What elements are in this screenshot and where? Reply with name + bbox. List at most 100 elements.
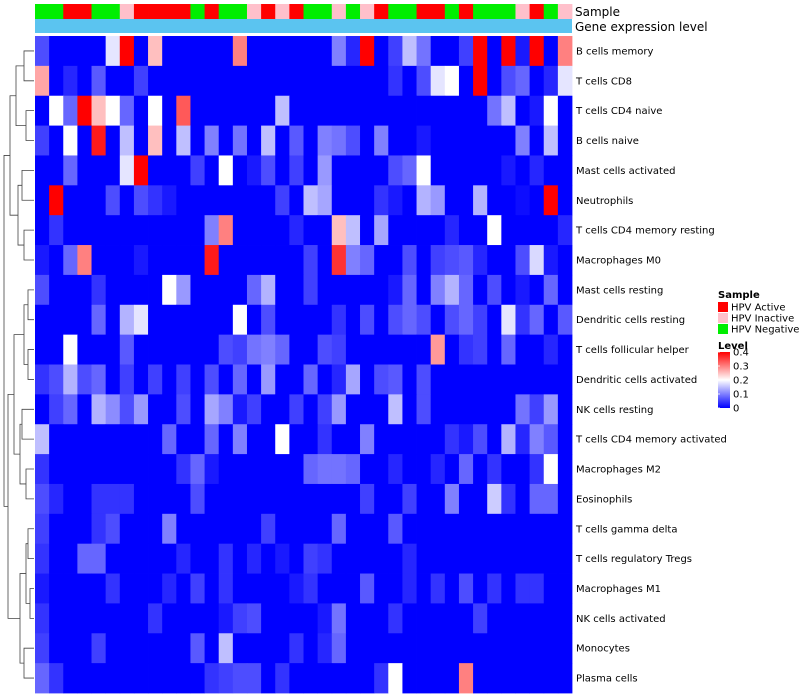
- heatmap-cell: [275, 245, 290, 276]
- heatmap-cell: [557, 513, 573, 545]
- heatmap-cell: [275, 424, 290, 455]
- row-label: Monocytes: [576, 644, 630, 655]
- heatmap-cell: [35, 125, 50, 156]
- heatmap-cell: [289, 215, 304, 246]
- heatmap-cell: [91, 125, 107, 156]
- heatmap-cell: [162, 513, 177, 545]
- heatmap-cell: [416, 543, 432, 574]
- heatmap-cell: [105, 394, 121, 425]
- heatmap-cell: [473, 364, 488, 395]
- heatmap-cell: [232, 304, 248, 336]
- heatmap-cell: [473, 155, 488, 186]
- heatmap-cell: [360, 454, 375, 485]
- heatmap-cell: [232, 36, 248, 67]
- heatmap-cell: [77, 155, 92, 186]
- heatmap-cell: [430, 155, 446, 186]
- heatmap-cell: [289, 185, 304, 216]
- heatmap-cell: [275, 633, 290, 664]
- heatmap-cell: [77, 274, 92, 306]
- heatmap-cell: [232, 274, 248, 306]
- heatmap-cell: [331, 424, 347, 455]
- heatmap-cell: [148, 364, 163, 395]
- heatmap-cell: [345, 95, 361, 126]
- heatmap-cell: [148, 185, 163, 216]
- heatmap-cell: [543, 483, 559, 515]
- heatmap-cell: [218, 454, 234, 485]
- heatmap-cell: [515, 573, 531, 604]
- heatmap-cell: [176, 155, 191, 186]
- heatmap-cell: [529, 215, 545, 246]
- heatmap-cell: [416, 483, 432, 515]
- heatmap-cell: [148, 573, 163, 604]
- heatmap-cell: [331, 274, 347, 306]
- heatmap-cell: [374, 215, 389, 246]
- sample-annotation-cell: [543, 4, 559, 19]
- heatmap-cell: [529, 573, 545, 604]
- row-label: Dendritic cells resting: [576, 315, 685, 326]
- heatmap-cell: [331, 483, 347, 515]
- heatmap-cell: [275, 543, 290, 574]
- heatmap-cell: [77, 394, 92, 425]
- dendrogram-branch: [21, 408, 34, 440]
- heatmap-cell: [190, 513, 205, 545]
- heatmap-cell: [501, 185, 516, 216]
- heatmap-cell: [402, 543, 417, 574]
- heatmap-cell: [289, 334, 304, 365]
- heatmap-cell: [303, 95, 319, 126]
- heatmap-cell: [303, 155, 319, 186]
- annotation-label-sample: Sample: [575, 5, 620, 19]
- heatmap-cell: [218, 245, 234, 276]
- heatmap-cell: [261, 95, 276, 126]
- row-label: Eosinophils: [576, 494, 632, 505]
- heatmap-cell: [91, 304, 107, 336]
- heatmap-cell: [77, 424, 92, 455]
- heatmap-cell: [487, 603, 502, 634]
- row-label: T cells gamma delta: [575, 524, 677, 535]
- heatmap-cell: [176, 573, 191, 604]
- heatmap-cell: [232, 543, 248, 574]
- heatmap-cell: [529, 185, 545, 216]
- heatmap-cell: [458, 36, 474, 67]
- heatmap-cell: [557, 543, 573, 574]
- heatmap-cell: [487, 483, 502, 515]
- heatmap-cell: [218, 424, 234, 455]
- heatmap-cell: [91, 36, 107, 67]
- heatmap-cell: [331, 513, 347, 545]
- heatmap-cell: [133, 603, 149, 634]
- heatmap-cell: [77, 95, 92, 126]
- heatmap-cell: [162, 155, 177, 186]
- row-label: T cells CD4 memory activated: [575, 435, 727, 446]
- heatmap-cell: [444, 603, 460, 634]
- heatmap-cell: [148, 65, 163, 97]
- heatmap-cell: [458, 543, 474, 574]
- sample-annotation-cell: [105, 4, 121, 19]
- heatmap-cell: [190, 185, 205, 216]
- heatmap-cell: [374, 603, 389, 634]
- heatmap-cell: [35, 603, 50, 634]
- heatmap-cell: [543, 185, 559, 216]
- heatmap-cell: [402, 483, 417, 515]
- heatmap-cell: [246, 663, 262, 694]
- row-label: Macrophages M1: [576, 584, 661, 595]
- heatmap-cell: [557, 483, 573, 515]
- heatmap-cell: [317, 65, 333, 97]
- heatmap-cell: [176, 454, 191, 485]
- heatmap-cell: [374, 65, 389, 97]
- heatmap-cell: [105, 573, 121, 604]
- heatmap-cell: [303, 125, 319, 156]
- heatmap-cell: [458, 424, 474, 455]
- sample-annotation-cell: [529, 4, 545, 19]
- sample-annotation-cell: [133, 4, 149, 19]
- heatmap-cell: [218, 513, 234, 545]
- heatmap-cell: [133, 215, 149, 246]
- heatmap-cell: [148, 424, 163, 455]
- legend-swatch: [718, 324, 728, 334]
- heatmap-cell: [487, 304, 502, 336]
- heatmap-cell: [49, 185, 64, 216]
- legend-item-label: HPV Inactive: [731, 314, 794, 325]
- heatmap-cell: [105, 185, 121, 216]
- heatmap-cell: [345, 513, 361, 545]
- heatmap-cell: [416, 364, 432, 395]
- heatmap-cell: [133, 334, 149, 365]
- heatmap-cell: [557, 394, 573, 425]
